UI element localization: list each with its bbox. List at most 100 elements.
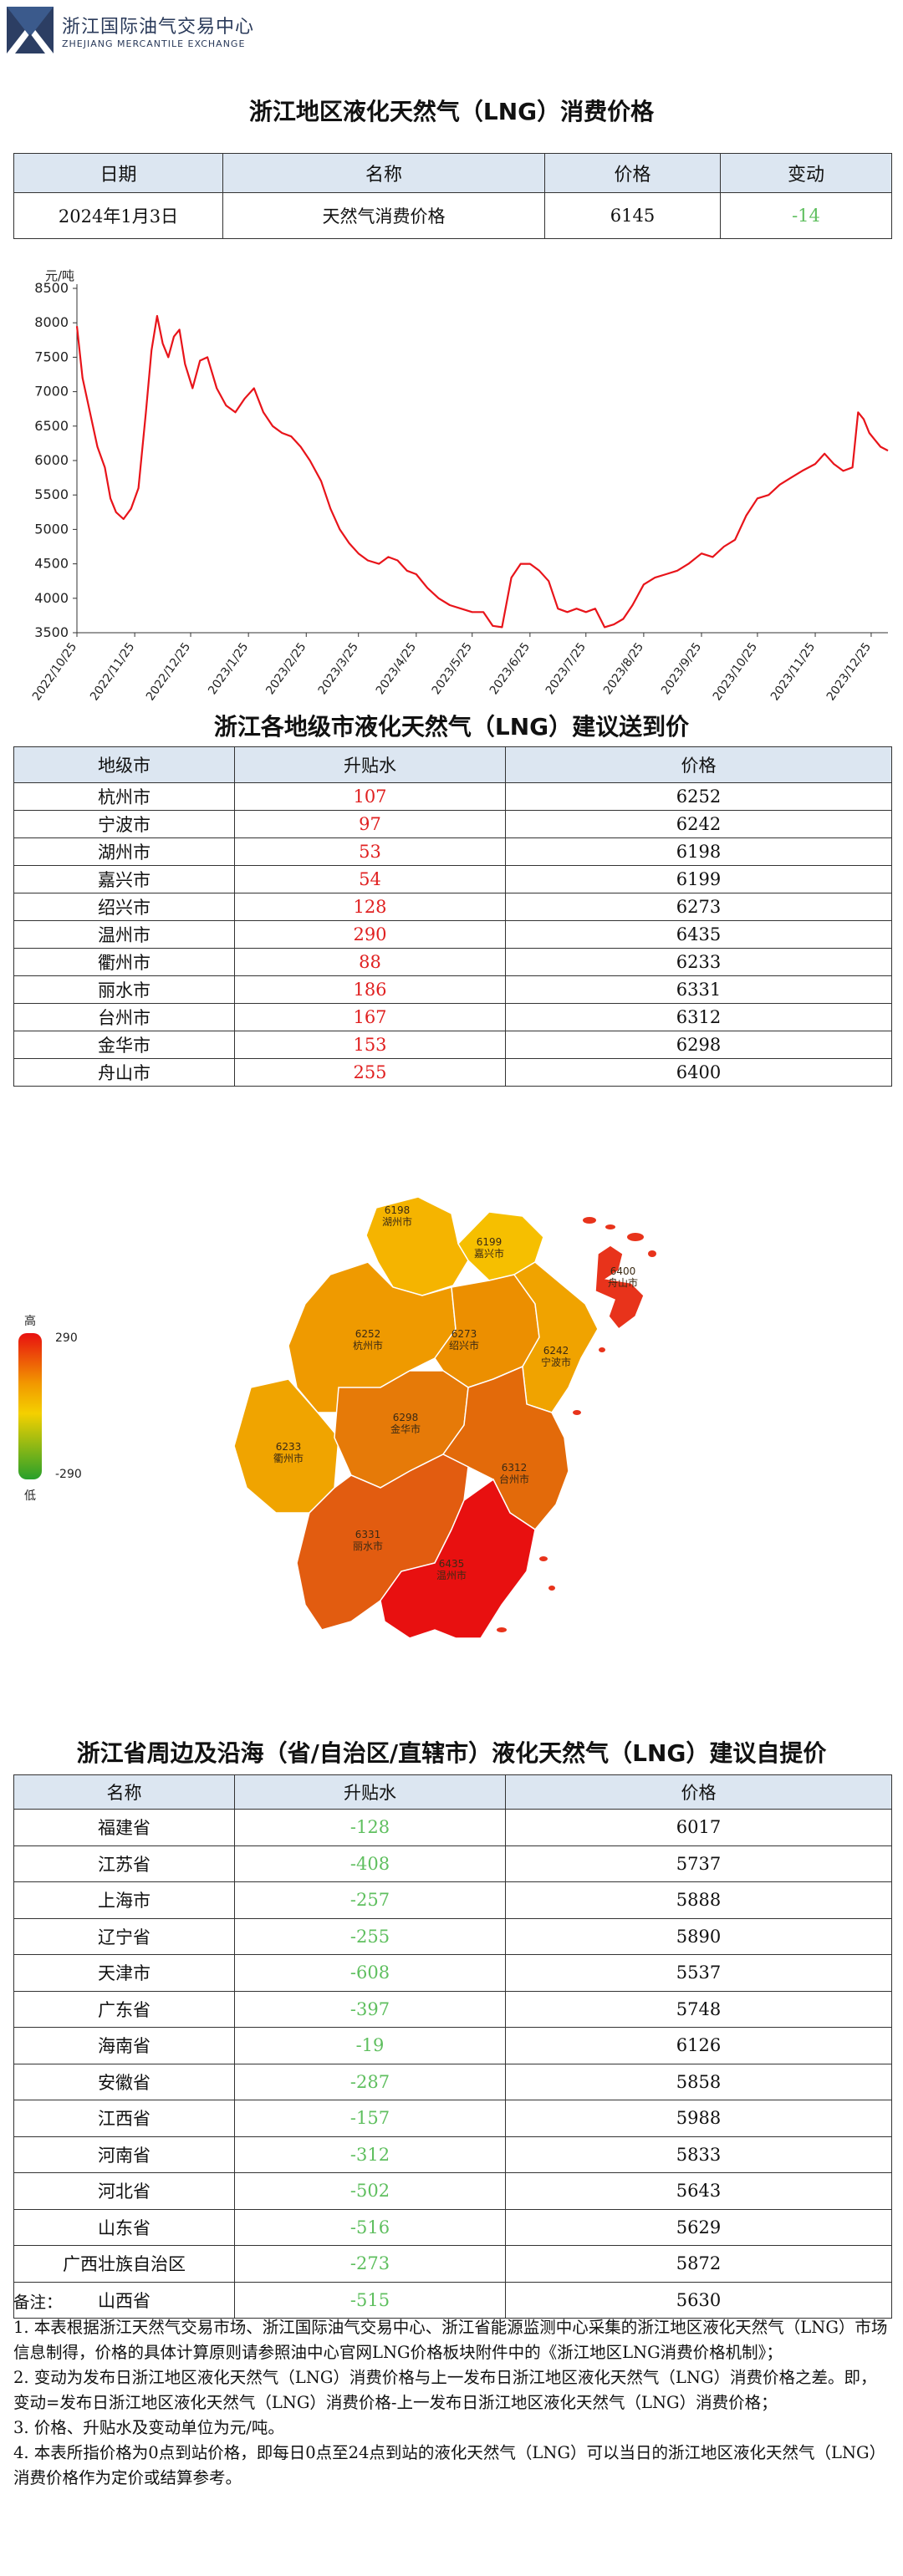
note-item: 1. 本表根据浙江天然气交易市场、浙江国际油气交易中心、浙江省能源监测中心采集的…: [13, 2318, 888, 2362]
col-header-price: 价格: [544, 153, 721, 193]
name-cell: 嘉兴市: [13, 865, 235, 893]
map-city-label: 丽水市: [353, 1540, 383, 1552]
org-name-en: ZHEJIANG MERCANTILE EXCHANGE: [62, 38, 246, 49]
city-row: 衢州市 88 6233: [13, 948, 892, 976]
region-section-title: 浙江省周边及沿海（省/自治区/直辖市）液化天然气（LNG）建议自提价: [76, 1739, 827, 1767]
diff-cell: 128: [234, 893, 506, 921]
legend-high-label: 高: [24, 1314, 36, 1328]
name-cell: 丽水市: [13, 975, 235, 1004]
note-item: 4. 本表所指价格为0点到站价格，即每日0点至24点到站的液化天然气（LNG）可…: [13, 2443, 886, 2487]
name-cell: 宁波市: [13, 810, 235, 838]
city-row: 丽水市 186 6331: [13, 975, 892, 1004]
summary-name: 天然气消费价格: [222, 192, 545, 239]
diff-cell: -128: [234, 1809, 506, 1846]
price-cell: 5888: [505, 1881, 892, 1919]
col-header-name: 名称: [222, 153, 545, 193]
map-price-label: 6400: [610, 1265, 636, 1277]
map-city-label: 衢州市: [273, 1452, 304, 1464]
region-row: 山东省 -516 5629: [13, 2208, 892, 2246]
diff-cell: -19: [234, 2027, 506, 2064]
y-tick-label: 7500: [34, 349, 69, 364]
map-island-shape: [583, 1217, 596, 1224]
price-cell: 5629: [505, 2208, 892, 2246]
price-cell: 6273: [505, 893, 892, 921]
diff-cell: -257: [234, 1881, 506, 1919]
col-header-diff: 升贴水: [234, 746, 506, 783]
notes-heading: 备注：: [13, 2293, 63, 2312]
city-price-table: 地级市 升贴水 价格 杭州市 107 6252 宁波市 97 6242 湖州市 53 6198 嘉…: [13, 746, 892, 1087]
price-cell: 6233: [505, 948, 892, 976]
map-region-wenzhou: [380, 1478, 536, 1639]
y-tick-label: 3500: [34, 624, 69, 640]
map-price-label: 6312: [502, 1462, 528, 1474]
diff-cell: -502: [234, 2172, 506, 2210]
diff-cell: 153: [234, 1031, 506, 1059]
name-cell: 杭州市: [13, 782, 235, 811]
map-city-label: 杭州市: [353, 1339, 383, 1352]
map-region-ningbo: [513, 1261, 599, 1413]
x-tick-label: 2023/9/25: [659, 640, 704, 697]
map-city-label: 金华市: [390, 1423, 421, 1435]
diff-cell: -312: [234, 2136, 506, 2173]
diff-cell: 53: [234, 837, 506, 866]
legend-low-label: 低: [24, 1489, 36, 1503]
map-price-label: 6252: [355, 1328, 381, 1340]
region-row: 江西省 -157 5988: [13, 2100, 892, 2137]
name-cell: 台州市: [13, 1003, 235, 1031]
price-line-chart: 元/吨 3500 4000 4500 5000 5500 6000 6500 7000 7500 8…: [30, 268, 889, 702]
city-row: 嘉兴市 54 6199: [13, 865, 892, 893]
region-row: 辽宁省 -255 5890: [13, 1917, 892, 1955]
price-series-line: [75, 314, 889, 629]
col-header-city: 地级市: [13, 746, 235, 783]
diff-cell: -287: [234, 2063, 506, 2100]
name-cell: 河南省: [13, 2136, 235, 2173]
diff-cell: 255: [234, 1058, 506, 1087]
diff-cell: -516: [234, 2208, 506, 2246]
region-row: 海南省 -19 6126: [13, 2027, 892, 2064]
x-tick-label: 2023/4/25: [374, 640, 419, 697]
note-item: 3. 价格、升贴水及变动单位为元/吨。: [13, 2418, 284, 2437]
city-row: 台州市 167 6312: [13, 1003, 892, 1031]
col-header-price: 价格: [505, 1774, 892, 1810]
x-tick-label: 2023/8/25: [601, 640, 646, 697]
region-row: 江苏省 -408 5737: [13, 1845, 892, 1882]
price-cell: 6017: [505, 1809, 892, 1846]
name-cell: 江苏省: [13, 1845, 235, 1882]
diff-cell: 107: [234, 782, 506, 811]
x-tick-label: 2023/7/25: [543, 640, 589, 697]
diff-cell: -157: [234, 2100, 506, 2137]
page-title: 浙江地区液化天然气（LNG）消费价格: [248, 98, 655, 125]
col-header-diff: 升贴水: [234, 1774, 506, 1810]
name-cell: 山东省: [13, 2208, 235, 2246]
map-island-shape: [648, 1250, 656, 1257]
name-cell: 海南省: [13, 2027, 235, 2064]
org-logo-bar: 浙江国际油气交易中心 ZHEJIANG MERCANTILE EXCHANGE: [7, 7, 508, 57]
city-row: 杭州市 107 6252: [13, 782, 892, 811]
x-tick-label: 2022/11/25: [88, 640, 137, 702]
name-cell: 安徽省: [13, 2063, 235, 2100]
map-price-label: 6198: [385, 1204, 411, 1216]
map-price-label: 6233: [276, 1441, 302, 1453]
name-cell: 绍兴市: [13, 893, 235, 921]
col-header-date: 日期: [13, 153, 223, 193]
map-price-label: 6331: [355, 1529, 381, 1540]
map-city-label: 舟山市: [608, 1276, 638, 1289]
diff-cell: -273: [234, 2245, 506, 2283]
diff-cell: -408: [234, 1845, 506, 1882]
map-island-shape: [539, 1556, 548, 1561]
x-tick-label: 2023/12/25: [824, 640, 874, 702]
y-tick-label: 8000: [34, 314, 69, 330]
diff-cell: 167: [234, 1003, 506, 1031]
map-island-shape: [497, 1627, 507, 1632]
map-price-label: 6242: [543, 1345, 569, 1357]
map-island-shape: [627, 1233, 644, 1241]
name-cell: 河北省: [13, 2172, 235, 2210]
region-row: 福建省 -128 6017: [13, 1809, 892, 1846]
col-header-change: 变动: [720, 153, 892, 193]
legend-max-value: 290: [55, 1331, 78, 1345]
map-island-shape: [548, 1586, 555, 1591]
y-tick-label: 4500: [34, 556, 69, 572]
name-cell: 衢州市: [13, 948, 235, 976]
diff-cell: 88: [234, 948, 506, 976]
y-tick-label: 6000: [34, 452, 69, 468]
